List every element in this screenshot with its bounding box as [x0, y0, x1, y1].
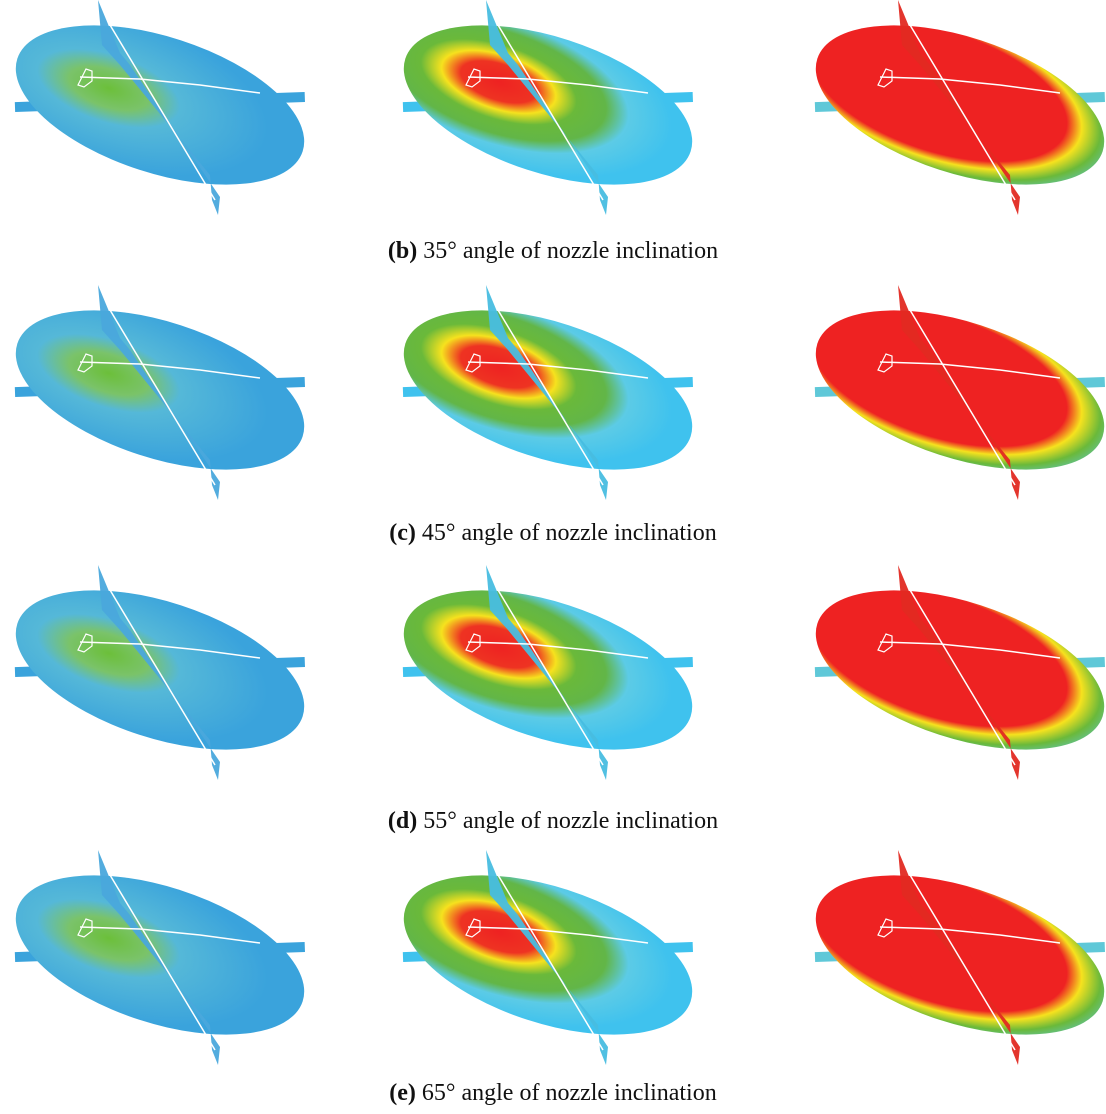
caption-text: 65° angle of nozzle inclination [422, 1080, 717, 1106]
caption-text: 35° angle of nozzle inclination [423, 238, 718, 264]
contour-ellipse [384, 559, 711, 781]
contour-ellipse [0, 0, 324, 216]
contour-ellipse [796, 844, 1106, 1066]
caption: (c)45° angle of nozzle inclination [0, 520, 1106, 547]
simulation-panel [796, 279, 1106, 501]
simulation-panel [0, 0, 324, 216]
simulation-panel [384, 844, 711, 1066]
caption-label: (e) [389, 1080, 416, 1106]
caption-text: 55° angle of nozzle inclination [423, 808, 718, 834]
simulation-panel [384, 559, 711, 781]
simulation-panel [796, 844, 1106, 1066]
contour-ellipse [384, 279, 711, 501]
simulation-panel [796, 0, 1106, 216]
contour-ellipse [0, 844, 324, 1066]
simulation-panel [0, 559, 324, 781]
contour-ellipse [796, 559, 1106, 781]
simulation-panel [0, 279, 324, 501]
contour-ellipse [796, 0, 1106, 216]
caption-text: 45° angle of nozzle inclination [422, 520, 717, 546]
contour-ellipse [384, 844, 711, 1066]
figure-page: (b)35° angle of nozzle inclination (c)45… [0, 0, 1106, 1114]
contour-ellipse [796, 279, 1106, 501]
caption-label: (c) [389, 520, 416, 546]
simulation-panel [384, 0, 711, 216]
contour-ellipse [0, 559, 324, 781]
caption-label: (d) [388, 808, 417, 834]
simulation-panel [0, 844, 324, 1066]
caption: (b)35° angle of nozzle inclination [0, 238, 1106, 265]
caption-label: (b) [388, 238, 417, 264]
caption: (e)65° angle of nozzle inclination [0, 1080, 1106, 1107]
figure-panels [0, 0, 1106, 1114]
contour-ellipse [0, 279, 324, 501]
simulation-panel [384, 279, 711, 501]
simulation-panel [796, 559, 1106, 781]
caption: (d)55° angle of nozzle inclination [0, 808, 1106, 835]
